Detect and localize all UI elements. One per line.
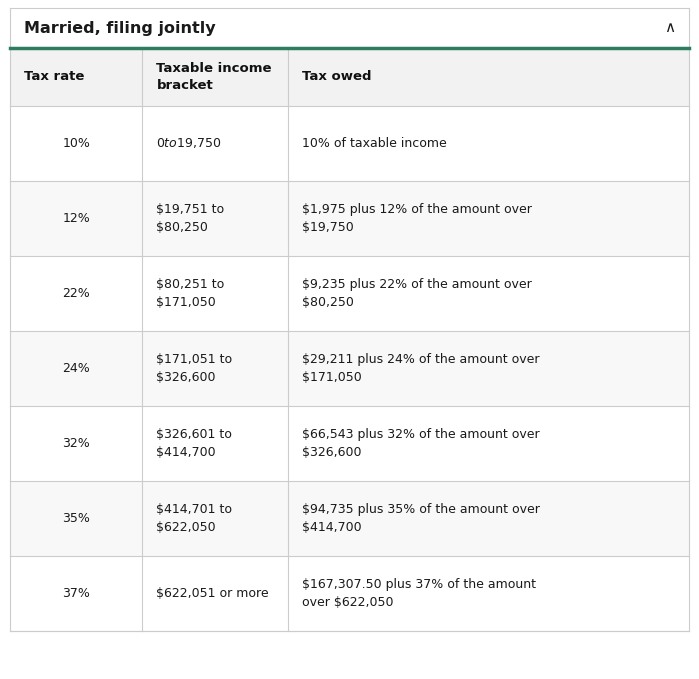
Bar (10, 48, 689, 106)
Text: Taxable income
bracket: Taxable income bracket (157, 62, 272, 92)
Text: Tax rate: Tax rate (24, 71, 85, 84)
Text: 37%: 37% (62, 587, 90, 600)
Text: $171,051 to
$326,600: $171,051 to $326,600 (157, 353, 233, 384)
Bar (10, 256, 689, 331)
Text: 10%: 10% (62, 137, 90, 150)
Bar (10, 556, 689, 631)
Bar (10, 481, 689, 556)
Text: $66,543 plus 32% of the amount over
$326,600: $66,543 plus 32% of the amount over $326… (303, 428, 540, 459)
Text: $9,235 plus 22% of the amount over
$80,250: $9,235 plus 22% of the amount over $80,2… (303, 278, 532, 309)
Bar (10, 181, 689, 256)
Text: Married, filing jointly: Married, filing jointly (24, 20, 215, 35)
Text: 10% of taxable income: 10% of taxable income (303, 137, 447, 150)
Text: 32%: 32% (62, 437, 90, 450)
Bar (10, 406, 689, 481)
Text: Tax owed: Tax owed (303, 71, 372, 84)
Text: $326,601 to
$414,700: $326,601 to $414,700 (157, 428, 232, 459)
Text: 22%: 22% (62, 287, 90, 300)
Text: $80,251 to
$171,050: $80,251 to $171,050 (157, 278, 224, 309)
Text: $167,307.50 plus 37% of the amount
over $622,050: $167,307.50 plus 37% of the amount over … (303, 578, 536, 609)
Text: 35%: 35% (62, 512, 90, 525)
Text: ∧: ∧ (664, 20, 675, 35)
Bar (10, 331, 689, 406)
Text: $29,211 plus 24% of the amount over
$171,050: $29,211 plus 24% of the amount over $171… (303, 353, 540, 384)
Text: $94,735 plus 35% of the amount over
$414,700: $94,735 plus 35% of the amount over $414… (303, 502, 540, 534)
Text: 24%: 24% (62, 362, 90, 375)
Bar (10, 106, 689, 181)
Text: $0 to $19,750: $0 to $19,750 (157, 136, 222, 151)
Bar (10, 8, 689, 48)
Text: $414,701 to
$622,050: $414,701 to $622,050 (157, 502, 232, 534)
Text: 12%: 12% (62, 212, 90, 225)
Text: $1,975 plus 12% of the amount over
$19,750: $1,975 plus 12% of the amount over $19,7… (303, 203, 532, 234)
Text: $19,751 to
$80,250: $19,751 to $80,250 (157, 203, 224, 234)
Text: $622,051 or more: $622,051 or more (157, 587, 269, 600)
